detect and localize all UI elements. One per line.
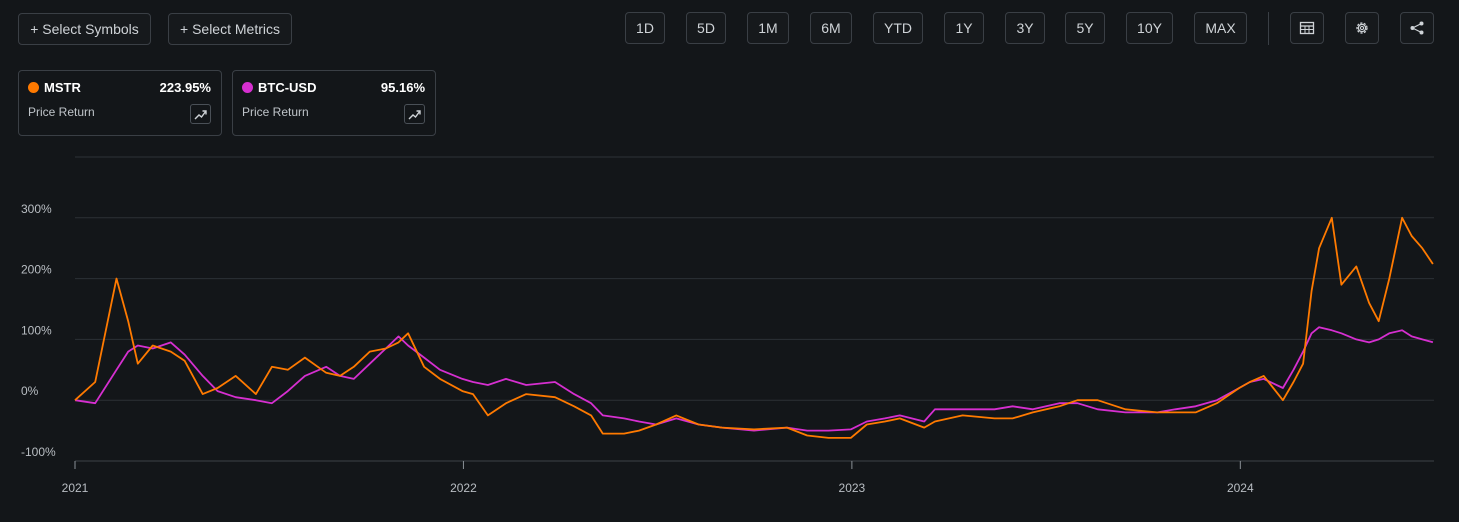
legend-symbol: BTC-USD	[258, 80, 317, 95]
range-button-1m[interactable]: 1M	[747, 12, 789, 44]
select-metrics-button[interactable]: + Select Metrics	[168, 13, 292, 45]
y-tick-label: 200%	[21, 263, 52, 277]
legend-value: 95.16%	[380, 80, 425, 95]
x-tick-label: 2021	[62, 481, 89, 495]
range-button-1y[interactable]: 1Y	[944, 12, 984, 44]
gear-icon	[1356, 22, 1368, 34]
toolbar-divider	[1268, 12, 1269, 45]
series-line-btc-usd	[74, 326, 1434, 432]
legend-card-mstr[interactable]: MSTR 223.95% Price Return	[18, 70, 222, 136]
y-tick-label: -100%	[21, 445, 56, 459]
legend-card-btc-usd[interactable]: BTC-USD 95.16% Price Return	[232, 70, 436, 136]
y-tick-label: 0%	[21, 384, 39, 398]
range-button-5y[interactable]: 5Y	[1065, 12, 1105, 44]
range-button-ytd[interactable]: YTD	[873, 12, 923, 44]
legend-metric: Price Return	[28, 105, 95, 119]
range-button-6m[interactable]: 6M	[810, 12, 852, 44]
y-tick-label: 300%	[21, 202, 52, 216]
range-button-1d[interactable]: 1D	[625, 12, 665, 44]
legend-metric: Price Return	[242, 105, 309, 119]
x-tick-label: 2022	[450, 481, 477, 495]
x-tick-label: 2024	[1227, 481, 1254, 495]
trending-up-icon	[408, 109, 421, 119]
chart-type-button[interactable]	[404, 104, 425, 124]
chart-type-button[interactable]	[190, 104, 211, 124]
table-icon	[1299, 21, 1315, 35]
range-button-3y[interactable]: 3Y	[1005, 12, 1045, 44]
select-symbols-button[interactable]: + Select Symbols	[18, 13, 151, 45]
table-view-button[interactable]	[1290, 12, 1324, 44]
legend-symbol: MSTR	[44, 80, 81, 95]
share-button[interactable]	[1400, 12, 1434, 44]
legend-value: 223.95%	[159, 80, 211, 95]
share-icon	[1410, 21, 1424, 35]
range-button-max[interactable]: MAX	[1194, 12, 1247, 44]
trending-up-icon	[194, 109, 207, 119]
series-line-mstr	[74, 216, 1434, 439]
mstr-color-dot	[28, 82, 39, 93]
x-tick-label: 2023	[839, 481, 866, 495]
range-button-10y[interactable]: 10Y	[1126, 12, 1173, 44]
btc-color-dot	[242, 82, 253, 93]
range-button-5d[interactable]: 5D	[686, 12, 726, 44]
settings-button[interactable]	[1345, 12, 1379, 44]
y-tick-label: 100%	[21, 323, 52, 337]
